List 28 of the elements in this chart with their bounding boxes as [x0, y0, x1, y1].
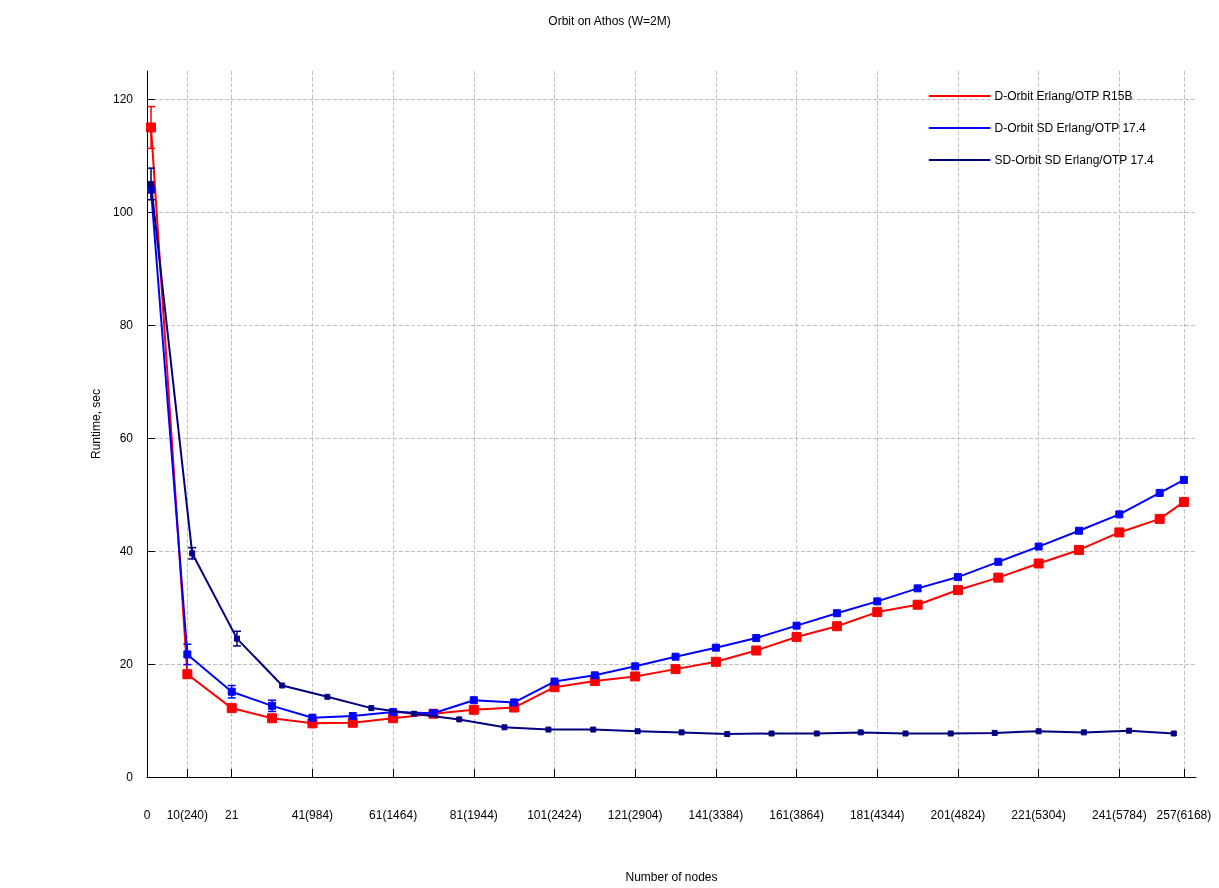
y-tick-label: 0 [126, 770, 134, 784]
x-tick-label: 21 [225, 808, 239, 822]
y-tick-label: 40 [119, 544, 134, 559]
x-tick-label: 257(6168) [1156, 808, 1212, 822]
y-tick-label: 100 [112, 205, 134, 220]
y-tick-label: 20 [119, 657, 134, 672]
x-tick-label: 101(2424) [527, 808, 582, 822]
x-axis-title: Number of nodes [625, 870, 718, 884]
x-tick-label: 41(984) [291, 808, 334, 822]
x-tick-label: 141(3384) [688, 808, 744, 822]
x-tick-label: 61(1464) [369, 808, 418, 822]
x-tick-label: 121(2904) [607, 808, 663, 822]
x-tick-label: 161(3864) [769, 808, 824, 822]
x-tick-label: 10(240) [166, 808, 209, 822]
x-tick-label: 181(4344) [849, 808, 905, 822]
legend-label: SD-Orbit SD Erlang/OTP 17.4 [994, 153, 1155, 167]
y-tick-label: 60 [119, 431, 134, 446]
x-tick-label: 241(5784) [1091, 808, 1147, 822]
x-tick-label: 201(4824) [930, 808, 986, 822]
y-tick-label: 120 [112, 92, 134, 107]
legend-label: D-Orbit Erlang/OTP R15B [994, 89, 1133, 103]
x-tick-label: 81(1944) [449, 808, 498, 822]
y-axis-title: Runtime, sec [89, 388, 103, 460]
y-tick-label: 80 [119, 318, 134, 333]
legend-label: D-Orbit SD Erlang/OTP 17.4 [994, 121, 1147, 135]
x-tick-label: 221(5304) [1011, 808, 1067, 822]
x-tick-label: 0 [143, 808, 151, 822]
chart-title: Orbit on Athos (W=2M) [548, 14, 671, 28]
